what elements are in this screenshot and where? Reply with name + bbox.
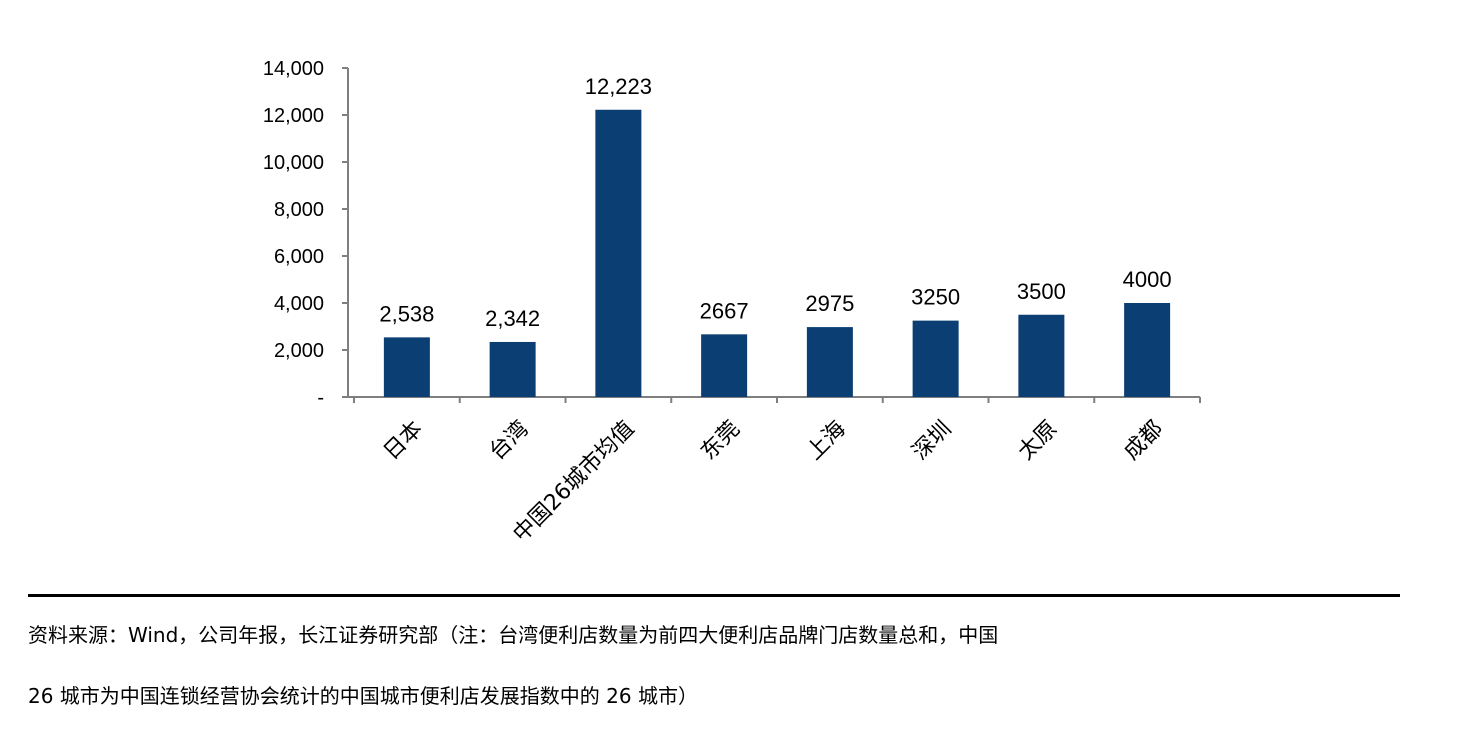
source-note-line-1: 资料来源：Wind，公司年报，长江证券研究部（注：台湾便利店数量为前四大便利店品… (28, 623, 999, 647)
data-label: 2,538 (379, 301, 434, 326)
data-label: 12,223 (585, 74, 652, 99)
bar (912, 320, 959, 397)
y-tick-label: 2,000 (274, 340, 324, 362)
bar-chart: -2,0004,0006,0008,00010,00012,00014,000 … (263, 58, 1201, 547)
bar (489, 341, 536, 397)
data-label: 2667 (700, 298, 749, 323)
bars (383, 109, 1171, 398)
data-label: 3500 (1017, 279, 1066, 304)
bar (1018, 314, 1065, 397)
y-tick-label: 4,000 (274, 293, 324, 315)
y-tick-label: 10,000 (263, 152, 324, 174)
category-label: 成都 (1119, 416, 1168, 465)
data-label: 4000 (1123, 267, 1172, 292)
y-tick-label: 14,000 (263, 58, 324, 80)
y-tick-label: 12,000 (263, 105, 324, 127)
y-tick-label: - (317, 387, 324, 409)
bar (806, 327, 853, 397)
bar (1124, 303, 1171, 397)
data-label: 2,342 (485, 306, 540, 331)
category-label: 上海 (802, 416, 851, 465)
bar (383, 337, 430, 397)
data-label: 2975 (805, 291, 854, 316)
y-tick-label: 6,000 (274, 246, 324, 268)
x-axis (348, 396, 1201, 403)
data-label: 3250 (911, 285, 960, 310)
category-label: 太原 (1014, 416, 1063, 465)
bar (701, 334, 748, 397)
source-note-line-2: 26 城市为中国连锁经营协会统计的中国城市便利店发展指数中的 26 城市） (28, 684, 698, 708)
divider (28, 594, 1400, 597)
category-label: 日本 (379, 416, 428, 465)
bar (595, 109, 642, 398)
data-labels: 2,538 2,342 12,223 2667 2975 3250 3500 4000 (379, 74, 1171, 331)
category-label: 深圳 (908, 416, 957, 465)
category-label: 台湾 (485, 416, 534, 465)
y-axis: - 2,000 4,000 6,000 8,000 10,000 12,000 14,000 (263, 58, 349, 409)
y-tick-label: 8,000 (274, 199, 324, 221)
category-label: 东莞 (696, 416, 745, 465)
